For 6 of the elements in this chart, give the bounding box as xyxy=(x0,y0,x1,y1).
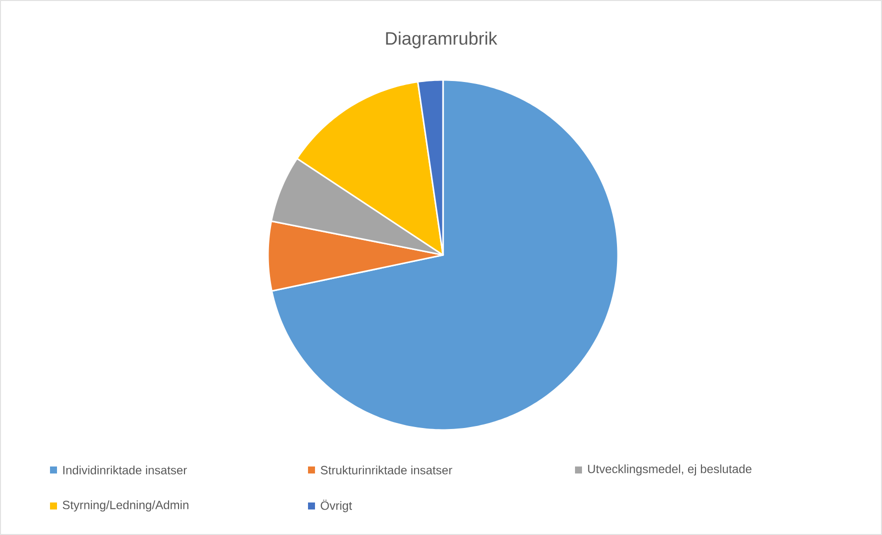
legend-label: Övrigt xyxy=(320,500,352,512)
legend-label: Individinriktade insatser xyxy=(63,466,187,474)
legend-label: Utvecklingsmedel, ej beslutade xyxy=(588,464,752,476)
legend-label: Styrning/Ledning/Admin xyxy=(62,500,188,512)
chart-title: Diagramrubrik xyxy=(386,32,498,48)
legend-label: Strukturinriktade insatser xyxy=(320,466,452,474)
